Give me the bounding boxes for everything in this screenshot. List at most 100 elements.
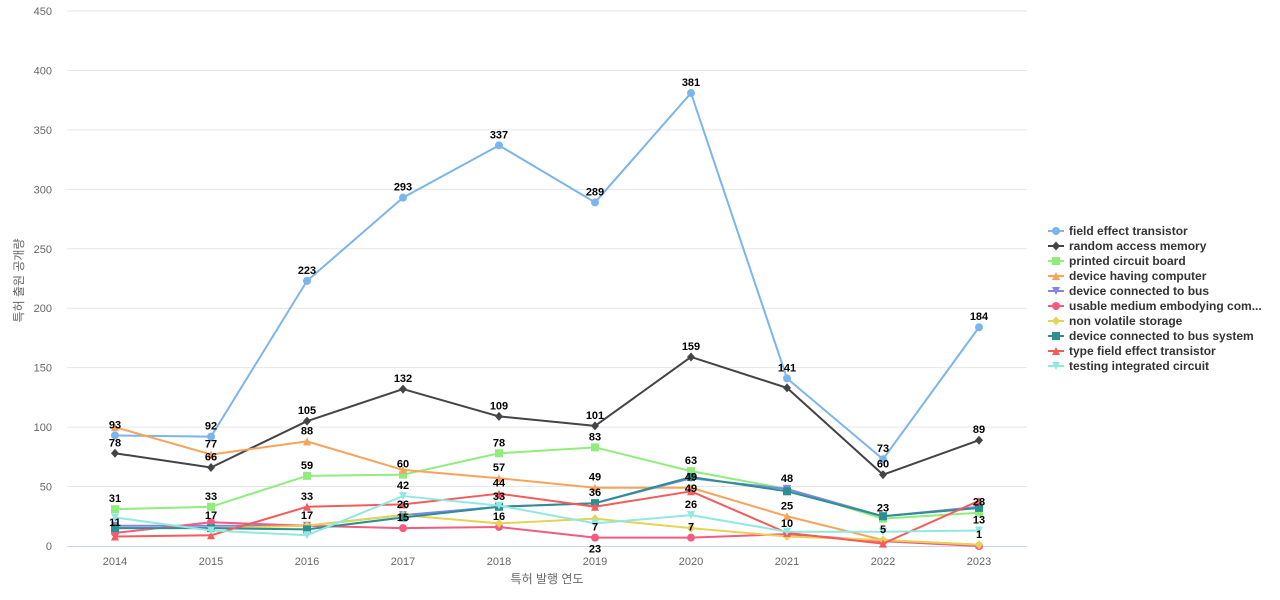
data-label: 16 bbox=[493, 511, 505, 523]
series-non-volatile-storage bbox=[111, 510, 983, 550]
legend-item-usable-medium-embodying-com[interactable]: usable medium embodying com... bbox=[1048, 299, 1262, 313]
legend-label: device connected to bus bbox=[1069, 284, 1209, 298]
data-label: 132 bbox=[394, 373, 412, 385]
data-label: 92 bbox=[205, 421, 217, 433]
data-label: 59 bbox=[301, 460, 313, 472]
data-point bbox=[495, 474, 503, 483]
x-tick-label: 2014 bbox=[103, 556, 127, 568]
legend-item-type-field-effect-transistor[interactable]: type field effect transistor bbox=[1048, 344, 1216, 358]
legend-label: field effect transistor bbox=[1069, 224, 1188, 238]
data-point bbox=[207, 531, 215, 540]
data-point bbox=[591, 198, 599, 207]
data-point bbox=[687, 352, 695, 362]
series-line bbox=[114, 355, 980, 476]
data-label: 57 bbox=[493, 462, 505, 474]
data-point bbox=[975, 323, 983, 332]
data-point bbox=[399, 465, 407, 474]
legend-label: testing integrated circuit bbox=[1069, 359, 1209, 373]
legend-marker bbox=[1052, 257, 1060, 265]
data-label: 49 bbox=[589, 472, 601, 484]
legend-label: device connected to bus system bbox=[1069, 329, 1254, 343]
series-line bbox=[114, 92, 980, 461]
legend-item-printed-circuit-board[interactable]: printed circuit board bbox=[1048, 254, 1186, 268]
data-label: 28 bbox=[973, 497, 985, 509]
data-point bbox=[399, 500, 407, 509]
x-axis-ticks: 2014 2015 2016 2017 2018 2019 2020 2021 2022 2023 bbox=[103, 556, 991, 568]
grid-lines bbox=[67, 10, 1027, 488]
data-point bbox=[975, 496, 983, 505]
data-label: 60 bbox=[397, 459, 409, 471]
data-label: 17 bbox=[205, 510, 217, 522]
data-point bbox=[399, 470, 407, 479]
series-usable-medium-embodying-com bbox=[111, 518, 983, 550]
data-label: 109 bbox=[490, 400, 508, 412]
series-line bbox=[115, 476, 980, 531]
data-point bbox=[879, 470, 887, 480]
data-label: 78 bbox=[109, 437, 121, 449]
x-tick-label: 2015 bbox=[199, 556, 223, 568]
data-label: 63 bbox=[685, 455, 697, 467]
series-line bbox=[114, 426, 980, 546]
data-point bbox=[303, 437, 311, 446]
legend-item-testing-integrated-circuit[interactable]: testing integrated circuit bbox=[1048, 359, 1209, 373]
data-label: 33 bbox=[205, 491, 217, 503]
x-tick-label: 2021 bbox=[775, 556, 799, 568]
data-label: 5 bbox=[880, 524, 886, 536]
series-random-access-memory bbox=[111, 352, 983, 480]
legend-item-non-volatile-storage[interactable]: non volatile storage bbox=[1048, 314, 1183, 328]
data-label: 23 bbox=[589, 544, 601, 556]
data-label: 66 bbox=[205, 452, 217, 464]
data-label: 77 bbox=[205, 438, 217, 450]
data-point bbox=[495, 411, 503, 421]
legend-label: non volatile storage bbox=[1069, 314, 1183, 328]
series-testing-integrated-circuit bbox=[111, 492, 983, 540]
legend-marker bbox=[1052, 316, 1060, 326]
data-point bbox=[111, 423, 119, 432]
data-point bbox=[591, 519, 599, 528]
data-label: 26 bbox=[397, 499, 409, 511]
data-point bbox=[975, 503, 983, 512]
data-label: 293 bbox=[394, 182, 412, 194]
data-label: 33 bbox=[301, 491, 313, 503]
data-label: 88 bbox=[301, 425, 313, 437]
data-point bbox=[207, 526, 215, 535]
data-point bbox=[207, 502, 215, 511]
y-tick-label: 200 bbox=[34, 303, 52, 315]
data-label: 381 bbox=[682, 77, 700, 89]
data-label: 33 bbox=[493, 491, 505, 503]
y-tick-label: 100 bbox=[34, 422, 52, 434]
data-point bbox=[975, 435, 983, 445]
data-point bbox=[879, 527, 887, 536]
y-tick-label: 350 bbox=[34, 125, 52, 137]
data-point bbox=[879, 512, 887, 521]
data-label: 73 bbox=[877, 443, 889, 455]
x-tick-label: 2018 bbox=[487, 556, 511, 568]
data-label: 78 bbox=[493, 437, 505, 449]
legend-item-field-effect-transistor[interactable]: field effect transistor bbox=[1048, 224, 1188, 238]
data-point bbox=[207, 450, 215, 459]
legend-label: usable medium embodying com... bbox=[1069, 299, 1262, 313]
data-label: 17 bbox=[301, 510, 313, 522]
legend-item-device-connected-to-bus-system[interactable]: device connected to bus system bbox=[1048, 329, 1254, 343]
data-label: 25 bbox=[781, 500, 793, 512]
legend-item-device-connected-to-bus[interactable]: device connected to bus bbox=[1048, 284, 1209, 298]
data-point bbox=[975, 508, 983, 517]
legend-item-random-access-memory[interactable]: random access memory bbox=[1048, 239, 1207, 253]
series-line bbox=[114, 495, 980, 537]
series-field-effect-transistor bbox=[111, 89, 983, 464]
legend-marker bbox=[1052, 302, 1060, 310]
data-point bbox=[303, 471, 311, 480]
legend-label: device having computer bbox=[1069, 269, 1207, 283]
data-point bbox=[399, 384, 407, 394]
data-point bbox=[111, 448, 119, 458]
legend-label: type field effect transistor bbox=[1069, 344, 1216, 358]
legend-marker bbox=[1052, 287, 1060, 295]
legend-item-device-having-computer[interactable]: device having computer bbox=[1048, 269, 1207, 283]
y-axis-title: 특허 출원 공개량 bbox=[12, 239, 26, 323]
data-point bbox=[687, 89, 695, 98]
data-label: 141 bbox=[778, 362, 796, 374]
data-point bbox=[111, 513, 119, 522]
data-point bbox=[783, 383, 791, 393]
